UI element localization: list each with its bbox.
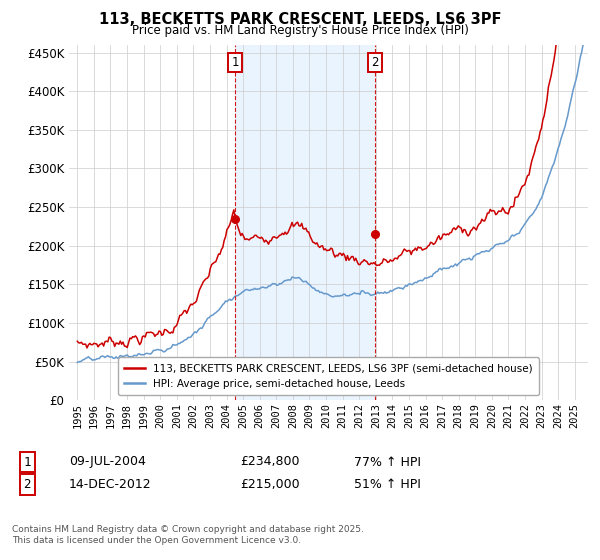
Text: £234,800: £234,800: [240, 455, 299, 469]
Text: 1: 1: [232, 56, 239, 69]
Legend: 113, BECKETTS PARK CRESCENT, LEEDS, LS6 3PF (semi-detached house), HPI: Average : 113, BECKETTS PARK CRESCENT, LEEDS, LS6 …: [118, 357, 539, 395]
Text: 2: 2: [371, 56, 379, 69]
Text: 09-JUL-2004: 09-JUL-2004: [69, 455, 146, 469]
Text: 1: 1: [23, 455, 31, 469]
Text: 2: 2: [23, 478, 31, 491]
Text: Contains HM Land Registry data © Crown copyright and database right 2025.
This d: Contains HM Land Registry data © Crown c…: [12, 525, 364, 545]
Text: 51% ↑ HPI: 51% ↑ HPI: [354, 478, 421, 491]
Text: Price paid vs. HM Land Registry's House Price Index (HPI): Price paid vs. HM Land Registry's House …: [131, 24, 469, 36]
Text: 14-DEC-2012: 14-DEC-2012: [69, 478, 152, 491]
Text: 113, BECKETTS PARK CRESCENT, LEEDS, LS6 3PF: 113, BECKETTS PARK CRESCENT, LEEDS, LS6 …: [99, 12, 501, 27]
Text: 77% ↑ HPI: 77% ↑ HPI: [354, 455, 421, 469]
Bar: [235, 45, 375, 400]
Text: £215,000: £215,000: [240, 478, 299, 491]
